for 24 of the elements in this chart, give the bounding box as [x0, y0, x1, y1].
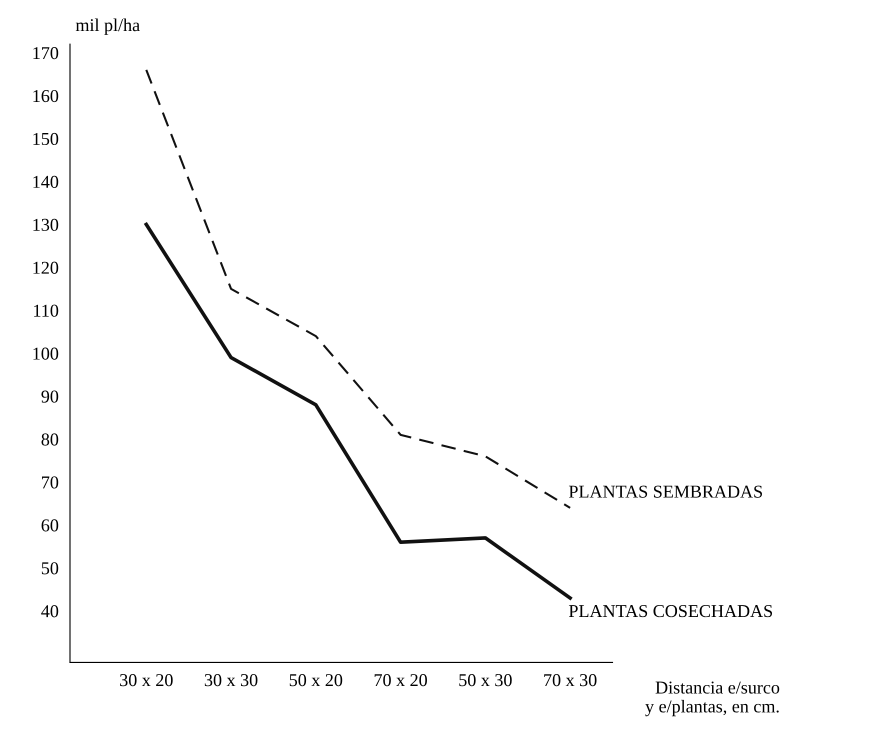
y-tick-label: 40 — [41, 605, 58, 618]
x-tick-label: 50 x 20 — [290, 674, 342, 686]
y-tick-label: 150 — [33, 132, 58, 146]
x-tick-label: 70 x 20 — [374, 674, 427, 686]
x-tick-label: 70 x 30 — [544, 674, 597, 686]
x-tick-label: 30 x 20 — [120, 674, 173, 686]
y-tick-label: 160 — [33, 90, 58, 102]
series-label: PLANTAS COSECHADAS — [568, 605, 772, 618]
y-tick-label: 170 — [33, 47, 58, 60]
y-tick-label: 130 — [33, 218, 58, 231]
y-tick-label: 100 — [33, 348, 58, 360]
y-tick-label: 80 — [42, 433, 58, 446]
y-tick-label: 70 — [42, 476, 58, 489]
y-tick-label: 110 — [34, 304, 58, 317]
y-tick-label: 50 — [42, 562, 58, 574]
x-tick-label: 30 x 30 — [204, 674, 258, 686]
y-tick-label: 120 — [33, 262, 58, 274]
y-tick-label: 90 — [41, 390, 58, 403]
y-tick-label: 60 — [42, 519, 58, 532]
x-axis-title: Distancia e/surco y e/plantas, en cm. — [645, 682, 780, 716]
y-axis-title: mil pl/ha — [76, 18, 140, 35]
x-tick-label: 50 x 30 — [459, 674, 512, 686]
series-label: PLANTAS SEMBRADAS — [568, 486, 762, 498]
y-tick-label: 140 — [33, 176, 58, 188]
